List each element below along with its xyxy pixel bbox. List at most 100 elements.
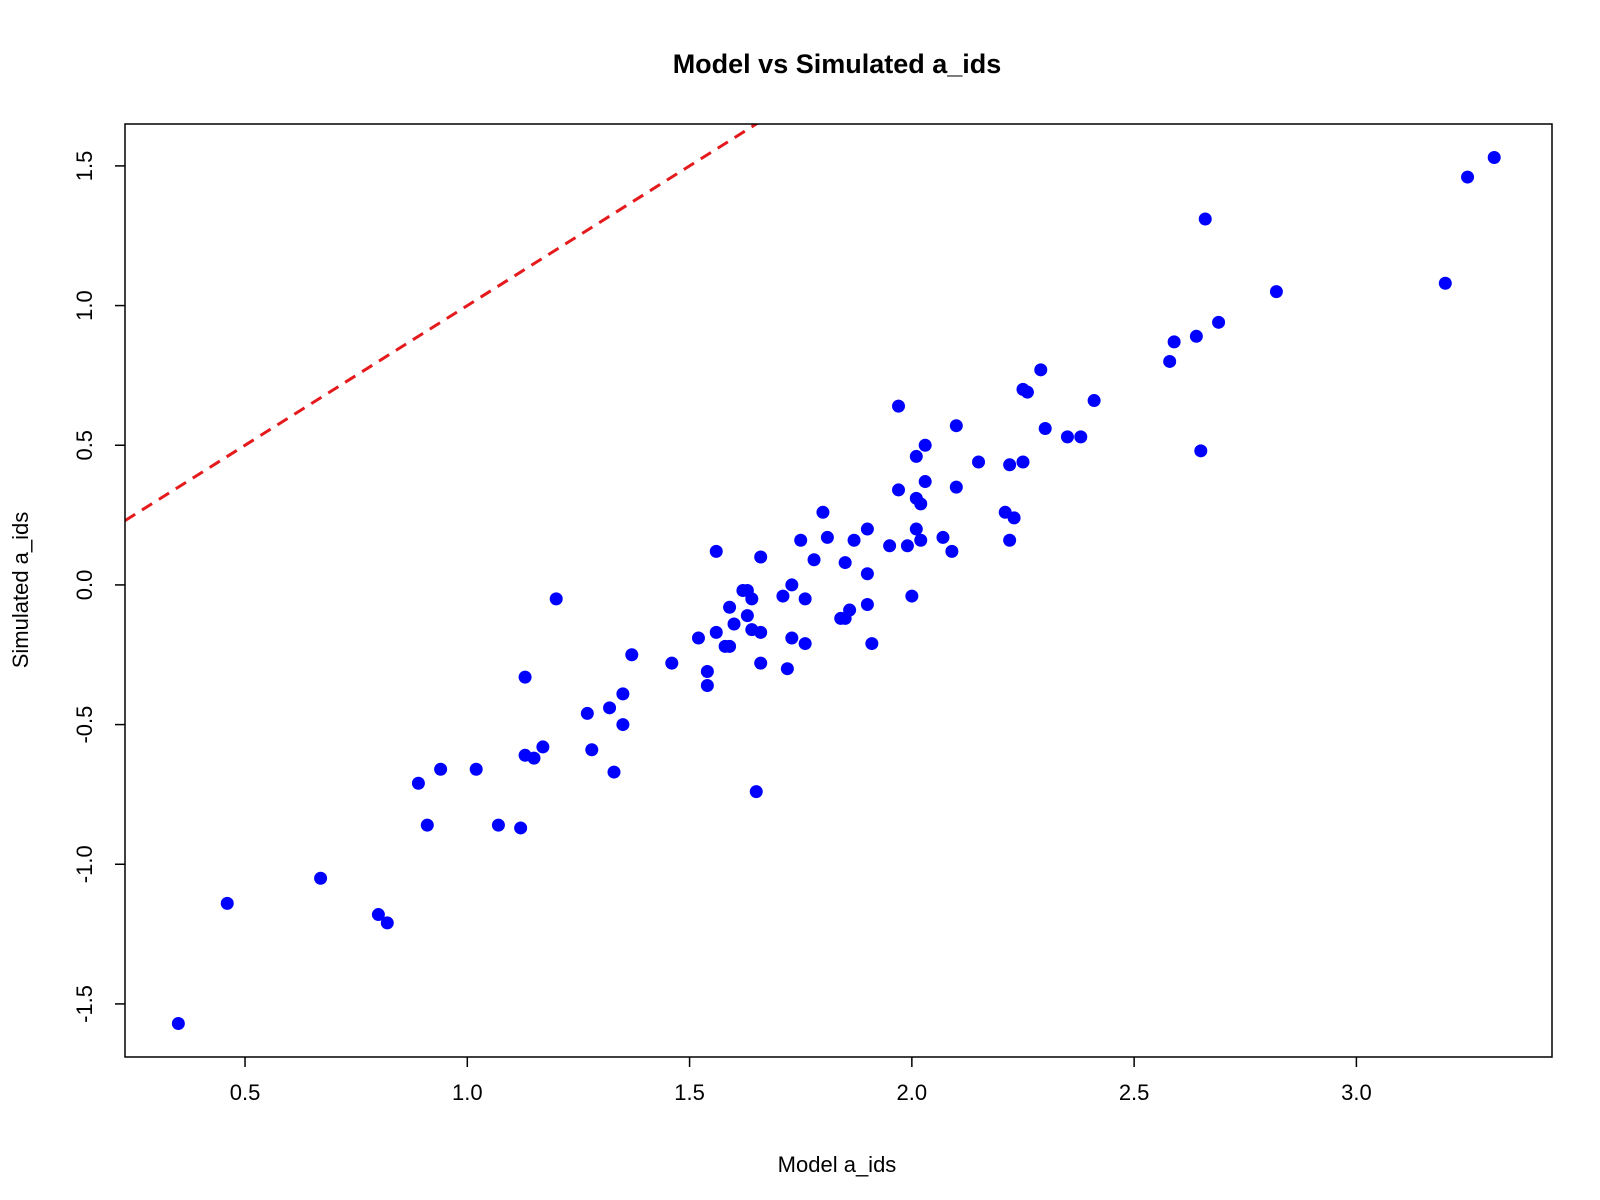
plot-frame — [124, 123, 1553, 1058]
data-point — [1020, 385, 1034, 399]
data-point — [860, 567, 874, 581]
data-point — [171, 1016, 185, 1030]
data-point — [909, 522, 923, 536]
data-point — [847, 533, 861, 547]
data-point — [754, 550, 768, 564]
data-point — [220, 896, 234, 910]
data-point — [972, 455, 986, 469]
data-point — [780, 662, 794, 676]
data-point — [945, 544, 959, 558]
data-point — [754, 625, 768, 639]
data-point — [723, 600, 737, 614]
y-tick-label: -0.5 — [72, 706, 97, 744]
data-point — [798, 592, 812, 606]
x-tick-label: 0.5 — [230, 1080, 261, 1105]
x-tick-label: 1.0 — [452, 1080, 483, 1105]
data-point — [843, 603, 857, 617]
data-point — [949, 419, 963, 433]
data-point — [469, 762, 483, 776]
data-point — [411, 776, 425, 790]
data-point — [580, 706, 594, 720]
y-tick-label: 0.5 — [72, 430, 97, 461]
data-point — [785, 631, 799, 645]
data-point — [949, 480, 963, 494]
data-point — [918, 438, 932, 452]
data-point — [1167, 335, 1181, 349]
data-point — [754, 656, 768, 670]
data-point — [380, 916, 394, 930]
data-point — [709, 625, 723, 639]
y-tick-label: 1.5 — [72, 151, 97, 182]
data-point — [1003, 458, 1017, 472]
y-axis-label: Simulated a_ids — [8, 512, 33, 669]
data-point — [700, 678, 714, 692]
y-tick-label: 0.0 — [72, 570, 97, 601]
x-tick-label: 2.5 — [1119, 1080, 1150, 1105]
data-point — [1038, 421, 1052, 435]
data-point — [700, 665, 714, 679]
x-tick-label: 1.5 — [674, 1080, 705, 1105]
data-point — [749, 785, 763, 799]
y-tick-label: -1.0 — [72, 845, 97, 883]
reference-line — [125, 124, 760, 522]
data-point — [603, 701, 617, 715]
x-tick-label: 3.0 — [1341, 1080, 1372, 1105]
data-point — [807, 553, 821, 567]
data-point — [918, 475, 932, 489]
data-point — [860, 522, 874, 536]
y-tick-label: -1.5 — [72, 985, 97, 1023]
data-point — [727, 617, 741, 631]
data-point — [892, 483, 906, 497]
x-tick-label: 2.0 — [897, 1080, 928, 1105]
chart-title: Model vs Simulated a_ids — [673, 49, 1002, 79]
data-point — [785, 578, 799, 592]
data-point — [625, 648, 639, 662]
data-point — [1487, 151, 1501, 165]
data-point — [1060, 430, 1074, 444]
data-point — [1163, 354, 1177, 368]
data-point — [816, 505, 830, 519]
data-point — [820, 530, 834, 544]
data-point — [527, 751, 541, 765]
data-point — [883, 539, 897, 553]
data-point — [776, 589, 790, 603]
data-point — [518, 670, 532, 684]
data-point — [371, 908, 385, 922]
data-point — [892, 399, 906, 413]
data-point — [514, 821, 528, 835]
data-point — [1189, 329, 1203, 343]
data-point — [549, 592, 563, 606]
data-point — [1194, 444, 1208, 458]
data-point — [607, 765, 621, 779]
y-tick-label: 1.0 — [72, 290, 97, 321]
data-point — [745, 592, 759, 606]
data-point — [1016, 455, 1030, 469]
data-point — [900, 539, 914, 553]
data-point — [798, 637, 812, 651]
data-point — [1034, 363, 1048, 377]
data-point — [914, 533, 928, 547]
data-point — [905, 589, 919, 603]
data-point — [691, 631, 705, 645]
data-point — [794, 533, 808, 547]
data-point — [709, 544, 723, 558]
data-point — [491, 818, 505, 832]
data-point — [1198, 212, 1212, 226]
data-point — [1007, 511, 1021, 525]
data-point — [314, 871, 328, 885]
data-point — [740, 609, 754, 623]
data-point — [865, 637, 879, 651]
data-point — [838, 556, 852, 570]
plot-area: 0.5 1.0 1.5 2.0 2.5 3.0 -1.5 -1.0 -0.5 0.0 0.5 1.0 1… — [72, 123, 1553, 1105]
data-point — [914, 497, 928, 511]
data-point — [1212, 315, 1226, 329]
data-point — [665, 656, 679, 670]
x-axis-label: Model a_ids — [778, 1152, 897, 1177]
data-point — [536, 740, 550, 754]
data-point — [723, 639, 737, 653]
data-point — [616, 718, 630, 732]
data-point — [1269, 285, 1283, 299]
data-point — [1461, 170, 1475, 184]
